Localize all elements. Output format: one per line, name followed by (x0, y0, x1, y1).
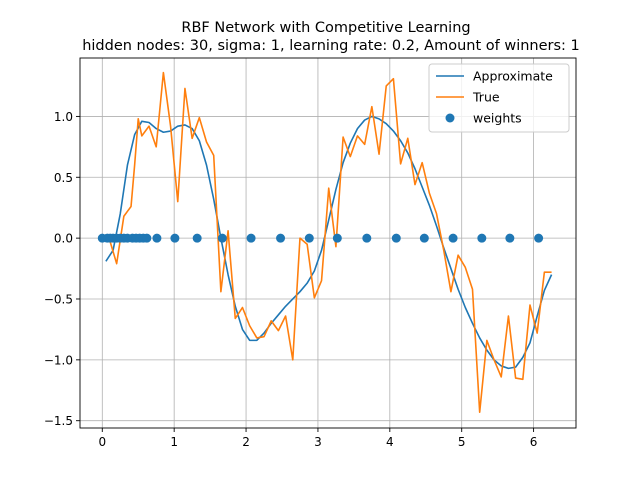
y-tick-label: 0.0 (54, 232, 73, 246)
series-line-true (102, 71, 552, 413)
legend-frame (428, 63, 570, 133)
weight-point (217, 233, 227, 243)
weight-point (304, 233, 314, 243)
x-tick-label: 5 (458, 435, 466, 449)
y-tick-label: 0.5 (54, 171, 73, 185)
chart-title: RBF Network with Competitive Learning (181, 20, 470, 36)
weight-point (391, 233, 401, 243)
weight-point (192, 233, 202, 243)
weight-point (419, 233, 429, 243)
legend-label-true: True (472, 90, 500, 105)
x-tick-label: 0 (98, 435, 106, 449)
x-tick-label: 6 (530, 435, 538, 449)
weight-point (152, 233, 162, 243)
series-layer (97, 71, 553, 413)
legend-swatch-weights (445, 113, 455, 123)
weight-point (477, 233, 487, 243)
chart-subtitle: hidden nodes: 30, sigma: 1, learning rat… (82, 38, 580, 54)
weight-point (170, 233, 180, 243)
axes-frame (79, 57, 577, 429)
series-line-approximate (105, 115, 553, 370)
x-tick-label: 4 (386, 435, 394, 449)
legend: Approximate True weights (428, 63, 570, 133)
x-tick-label: 1 (170, 435, 178, 449)
weight-point (332, 233, 342, 243)
weight-point (448, 233, 458, 243)
x-tick-label: 2 (242, 435, 250, 449)
weight-point (362, 233, 372, 243)
y-tick-label: −1.5 (44, 414, 73, 428)
legend-label-approximate: Approximate (473, 69, 553, 84)
y-tick-label: −1.0 (44, 353, 73, 367)
y-tick-label: −0.5 (44, 292, 73, 306)
axes: 0 1 2 3 4 5 6 −1.5 −1.0 −0.5 0.0 0.5 1.0 (44, 57, 577, 449)
x-tick-label: 3 (314, 435, 322, 449)
weight-point (246, 233, 256, 243)
y-tick-label: 1.0 (54, 110, 73, 124)
weight-point (505, 233, 515, 243)
weight-point (142, 233, 152, 243)
weight-point (534, 233, 544, 243)
legend-label-weights: weights (473, 111, 522, 126)
weight-point (276, 233, 286, 243)
